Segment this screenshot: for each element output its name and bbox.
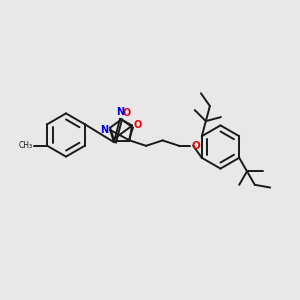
Text: N: N bbox=[116, 107, 124, 117]
Text: O: O bbox=[123, 109, 131, 118]
Text: O: O bbox=[191, 141, 200, 151]
Text: CH₃: CH₃ bbox=[19, 141, 33, 150]
Text: O: O bbox=[133, 120, 142, 130]
Text: N: N bbox=[100, 125, 109, 135]
